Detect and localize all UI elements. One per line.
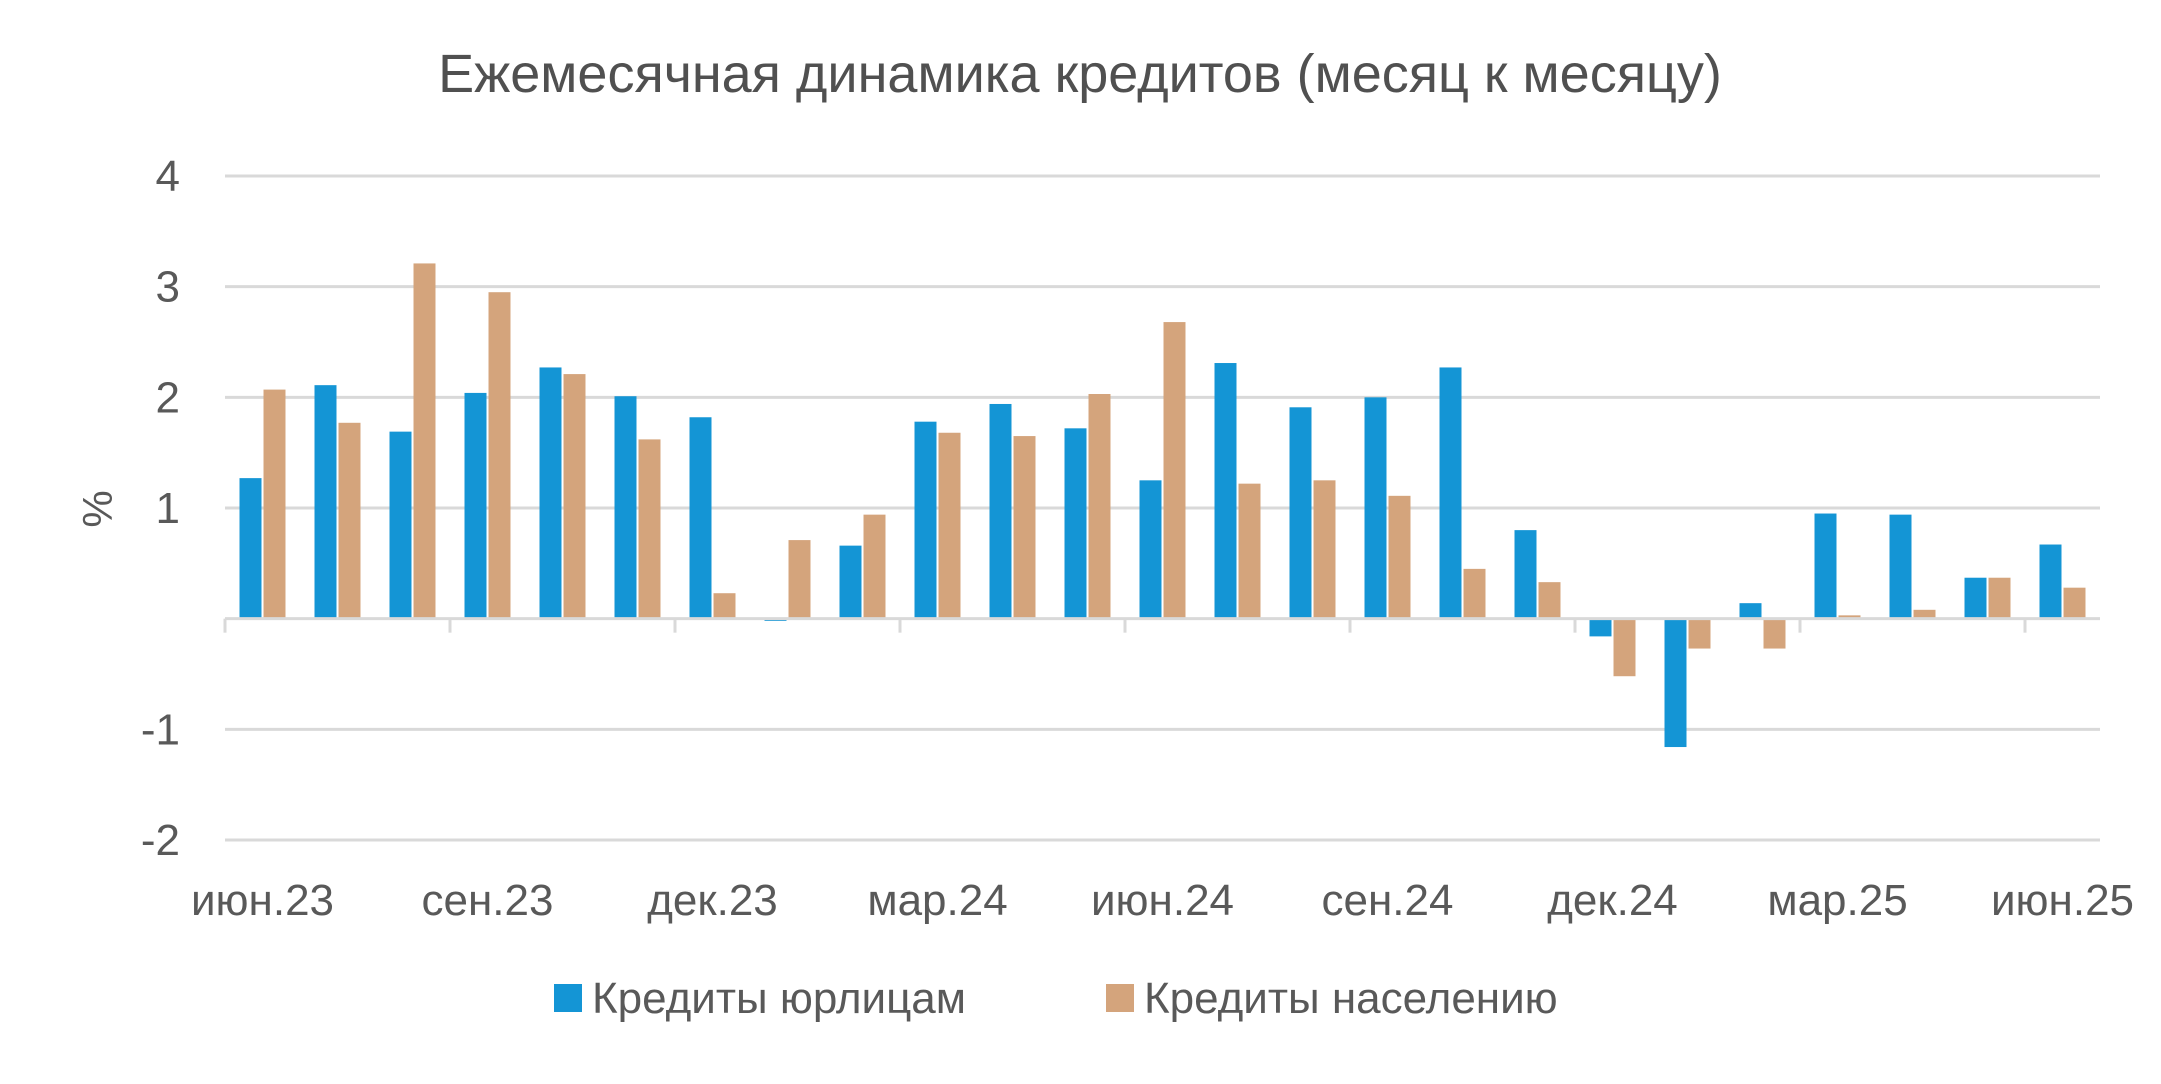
x-tick-label: дек.24 [1547, 876, 1678, 925]
bar-retail-17 [1538, 582, 1561, 619]
bar-corporate-19 [1664, 618, 1687, 748]
bar-retail-13 [1238, 483, 1261, 619]
bar-corporate-9 [914, 421, 937, 619]
x-tick-label: мар.25 [1767, 876, 1907, 925]
y-tick-label: -1 [141, 705, 180, 754]
bar-corporate-10 [989, 403, 1012, 619]
bar-corporate-18 [1589, 618, 1612, 637]
bar-retail-9 [938, 432, 961, 619]
y-tick-label: 4 [156, 152, 180, 201]
y-tick-label: 2 [156, 373, 180, 422]
gridlines [225, 174, 2100, 842]
bar-corporate-16 [1439, 367, 1462, 619]
bar-retail-6 [713, 593, 736, 619]
bar-retail-12 [1163, 322, 1186, 619]
x-tick-label: июн.23 [191, 876, 334, 925]
x-tick-label: июн.24 [1091, 876, 1234, 925]
bar-corporate-5 [614, 396, 637, 619]
bar-corporate-11 [1064, 428, 1087, 619]
x-tick-label: мар.24 [867, 876, 1007, 925]
y-axis-title: % [74, 490, 121, 527]
legend-label: Кредиты населению [1144, 974, 1558, 1023]
y-axis-ticks: -2 -1 1 2 3 4 [141, 152, 180, 865]
bar-corporate-3 [464, 392, 487, 619]
bar-corporate-1 [314, 385, 337, 619]
bar-corporate-8 [839, 545, 862, 619]
bar-retail-24 [2063, 587, 2086, 619]
bar-retail-18 [1613, 618, 1636, 677]
bar-retail-4 [563, 374, 586, 619]
legend-item-corporate: Кредиты юрлицам [554, 974, 966, 1023]
bar-corporate-20 [1739, 603, 1762, 619]
legend-item-retail: Кредиты населению [1106, 974, 1558, 1023]
bar-corporate-15 [1364, 397, 1387, 619]
x-tick-label: дек.23 [647, 876, 778, 925]
bar-retail-15 [1388, 495, 1411, 619]
bar-corporate-21 [1814, 513, 1837, 619]
x-tick-label: сен.24 [1322, 876, 1454, 925]
bar-corporate-23 [1964, 577, 1987, 619]
y-tick-label: -2 [141, 816, 180, 865]
bar-retail-3 [488, 292, 511, 619]
bar-retail-5 [638, 439, 661, 619]
bar-retail-23 [1988, 577, 2011, 619]
x-axis [223, 617, 2100, 633]
bars [239, 263, 2086, 748]
x-tick-label: сен.23 [422, 876, 554, 925]
bar-retail-0 [263, 389, 286, 619]
bar-retail-2 [413, 263, 436, 619]
y-tick-label: 1 [156, 484, 180, 533]
bar-retail-1 [338, 422, 361, 619]
y-tick-label: 3 [156, 263, 180, 312]
legend-label: Кредиты юрлицам [592, 974, 966, 1023]
chart-title: Ежемесячная динамика кредитов (месяц к м… [438, 44, 1722, 104]
bar-corporate-6 [689, 417, 712, 619]
legend-swatch [554, 984, 582, 1012]
bar-retail-11 [1088, 394, 1111, 619]
bar-retail-19 [1688, 618, 1711, 649]
bar-retail-21 [1838, 615, 1861, 619]
bar-corporate-13 [1214, 363, 1237, 619]
legend: Кредиты юрлицам Кредиты населению [554, 974, 1558, 1023]
x-axis-ticks: июн.23 сен.23 дек.23 мар.24 июн.24 сен.24 дек.… [191, 876, 2134, 925]
legend-swatch [1106, 984, 1134, 1012]
x-tick-label: июн.25 [1991, 876, 2134, 925]
bar-corporate-14 [1289, 407, 1312, 619]
bar-retail-7 [788, 540, 811, 619]
bar-retail-20 [1763, 618, 1786, 649]
bar-corporate-4 [539, 367, 562, 619]
bar-corporate-0 [239, 478, 262, 619]
bar-corporate-2 [389, 431, 412, 619]
bar-corporate-22 [1889, 514, 1912, 619]
bar-retail-8 [863, 514, 886, 619]
bar-corporate-24 [2039, 544, 2062, 619]
bar-retail-10 [1013, 436, 1036, 619]
bar-retail-16 [1463, 568, 1486, 619]
bar-retail-22 [1913, 609, 1936, 619]
bar-retail-14 [1313, 480, 1336, 619]
bar-corporate-12 [1139, 480, 1162, 619]
bar-corporate-17 [1514, 530, 1537, 619]
